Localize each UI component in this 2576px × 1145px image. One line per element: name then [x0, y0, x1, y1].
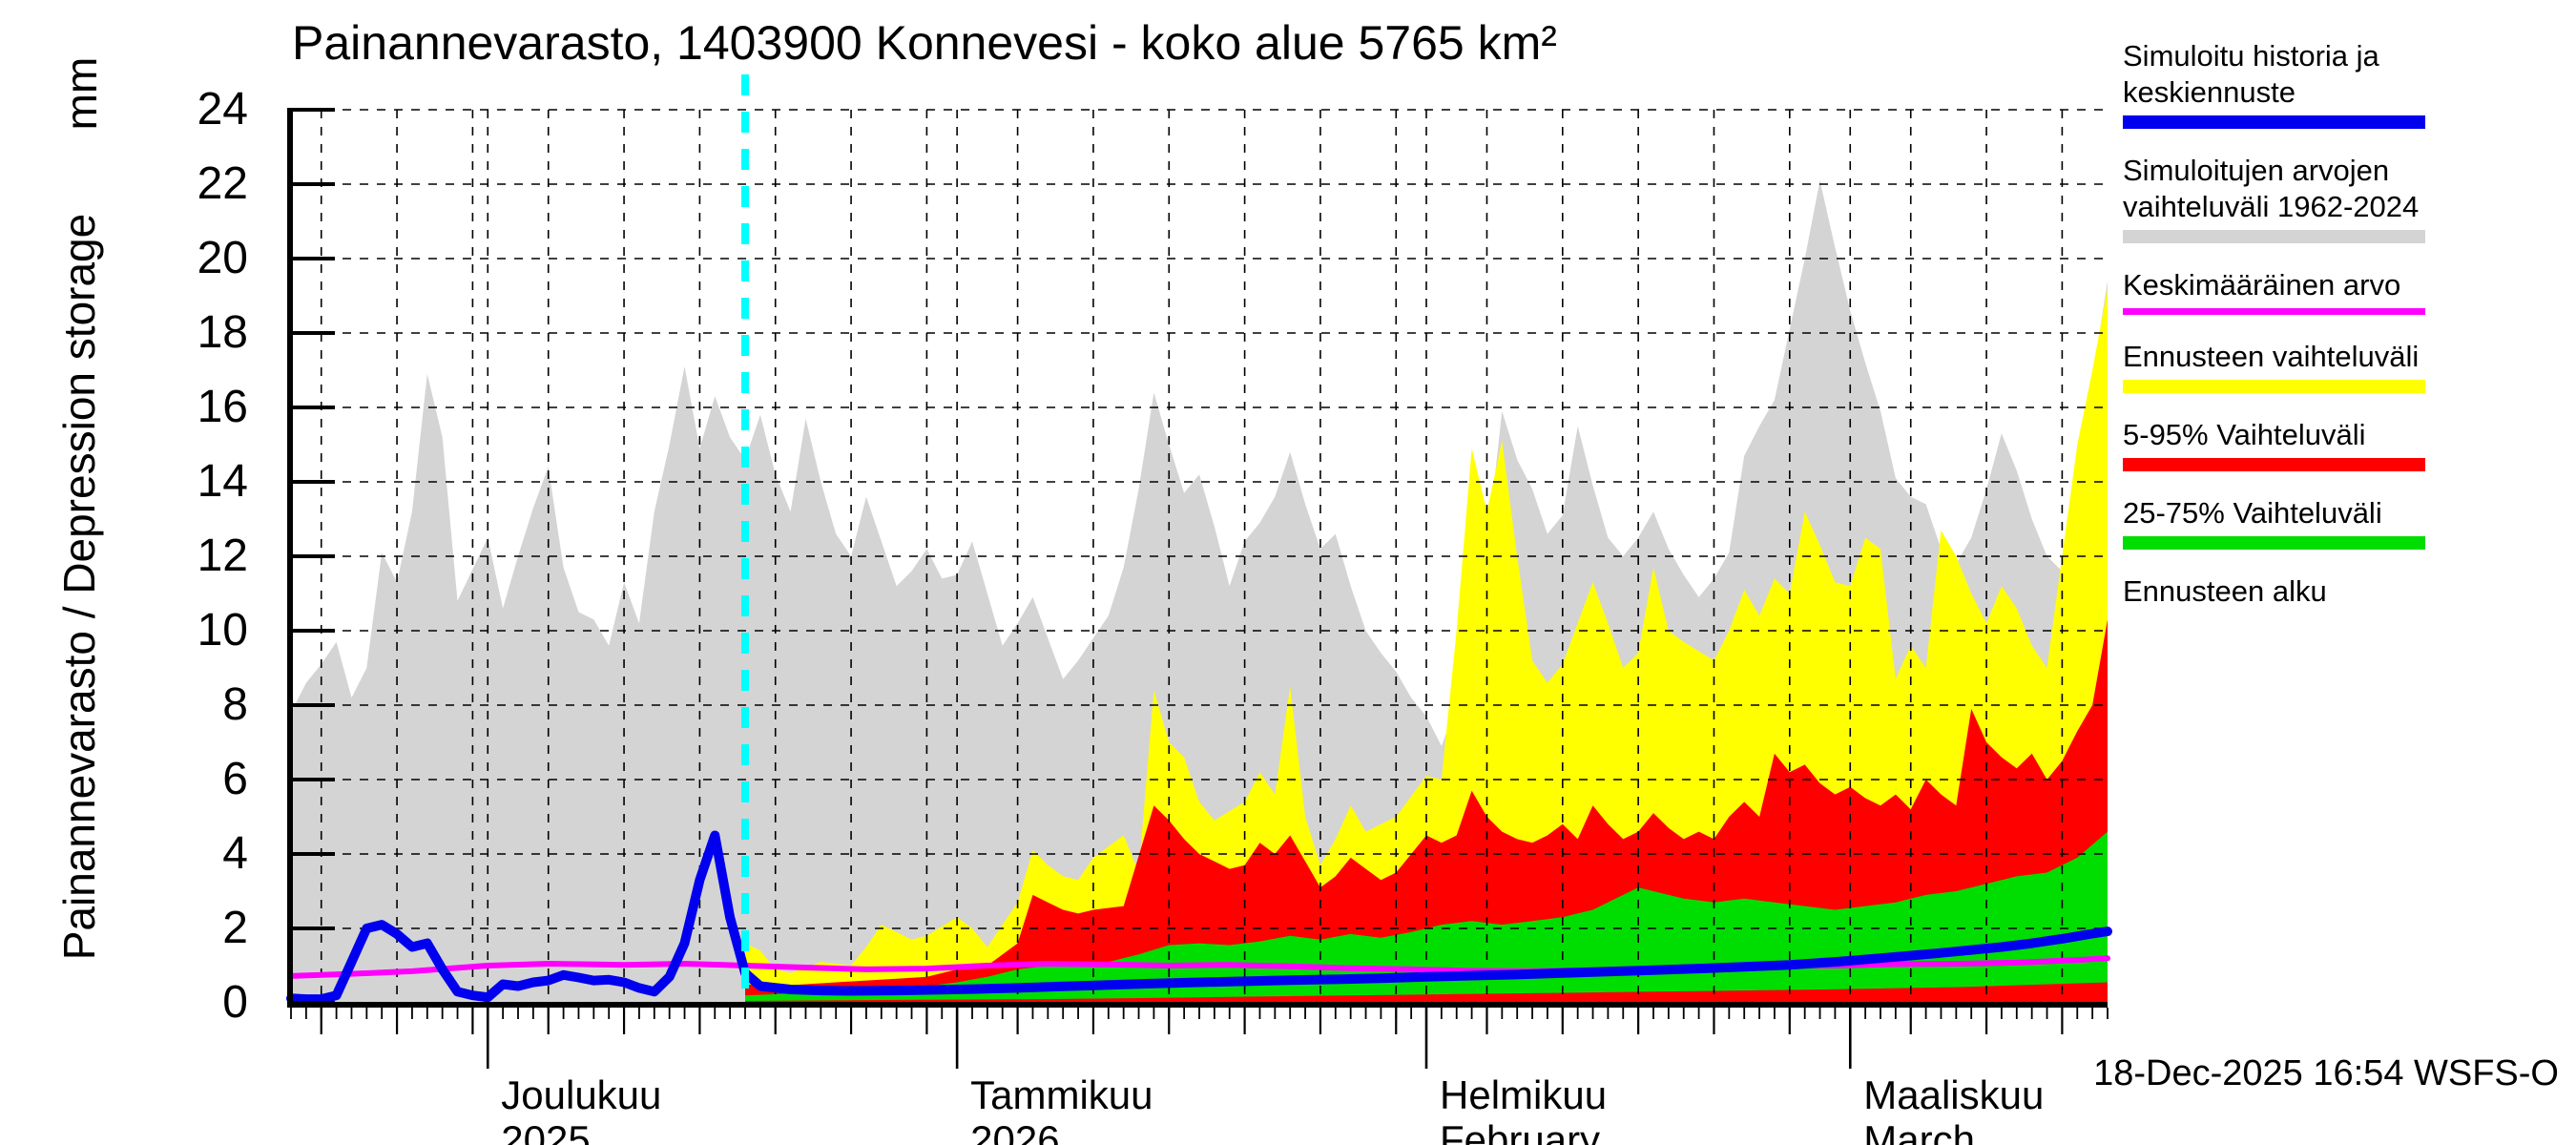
month-name: Helmikuu [1440, 1072, 1608, 1117]
legend-item-mean-value: Keskimääräinen arvo [2123, 267, 2566, 315]
y-tick-label: 14 [197, 456, 248, 507]
y-axis-unit-label: mm [56, 56, 106, 131]
y-tick-label: 10 [197, 605, 248, 656]
legend-item-range-5-95: 5-95% Vaihteluväli [2123, 417, 2566, 471]
month-label: Joulukuu 2025 [501, 1072, 661, 1145]
chart-title: Painannevarasto, 1403900 Konnevesi - kok… [292, 16, 1557, 70]
legend-label: Ennusteen vaihteluväli [2123, 340, 2420, 373]
y-axis-label: Painannevarasto / Depression storage [54, 213, 104, 961]
month-sublabel: 2025 [501, 1117, 591, 1145]
legend-swatch-forecast-start [2123, 614, 2425, 623]
legend: Simuloitu historia ja keskiennuste Simulo… [2123, 38, 2566, 647]
month-name: Maaliskuu [1863, 1072, 2045, 1117]
y-tick-label: 22 [197, 158, 248, 209]
month-label: Tammikuu 2026 [970, 1072, 1153, 1145]
legend-label: Simuloitujen arvojen vaihteluväli 1962-20… [2123, 154, 2420, 223]
y-tick-label: 4 [222, 828, 248, 879]
y-tick-label: 6 [222, 754, 248, 804]
legend-swatch-range-5-95 [2123, 458, 2425, 471]
y-tick-label: 12 [197, 531, 248, 581]
month-name: Tammikuu [970, 1072, 1153, 1117]
month-sublabel: March [1863, 1117, 1975, 1145]
legend-label: Simuloitu historia ja keskiennuste [2123, 39, 2379, 109]
legend-item-sim-range: Simuloitujen arvojen vaihteluväli 1962-20… [2123, 153, 2566, 243]
month-name: Joulukuu [501, 1072, 662, 1117]
legend-item-forecast-start: Ennusteen alku [2123, 573, 2566, 623]
y-tick-label: 8 [222, 679, 248, 730]
month-sublabel: February [1440, 1117, 1601, 1145]
legend-swatch-mean-value [2123, 308, 2425, 315]
y-tick-label: 20 [197, 233, 248, 283]
month-label: Maaliskuu March [1863, 1072, 2044, 1145]
legend-label: Keskimääräinen arvo [2123, 268, 2401, 302]
y-tick-label: 16 [197, 382, 248, 432]
legend-item-forecast-range: Ennusteen vaihteluväli [2123, 339, 2566, 393]
legend-label: Ennusteen alku [2123, 574, 2327, 608]
y-tick-label: 2 [222, 903, 248, 953]
y-tick-label: 0 [222, 977, 248, 1028]
history-median-line [286, 830, 2112, 1005]
legend-label: 5-95% Vaihteluväli [2123, 418, 2366, 451]
legend-swatch-sim-range [2123, 230, 2425, 243]
y-tick-label: 18 [197, 307, 248, 358]
footer-timestamp: 18-Dec-2025 16:54 WSFS-O [2093, 1053, 2559, 1093]
y-tick-label: 24 [197, 84, 248, 135]
legend-swatch-range-25-75 [2123, 536, 2425, 550]
month-sublabel: 2026 [970, 1117, 1060, 1145]
legend-label: 25-75% Vaihteluväli [2123, 496, 2382, 530]
month-label: Helmikuu February [1440, 1072, 1607, 1145]
legend-swatch-forecast-range [2123, 380, 2425, 393]
legend-item-history-median: Simuloitu historia ja keskiennuste [2123, 38, 2566, 129]
legend-item-range-25-75: 25-75% Vaihteluväli [2123, 495, 2566, 550]
legend-swatch-history-median [2123, 115, 2425, 129]
range-25-75-area [745, 831, 2108, 1001]
